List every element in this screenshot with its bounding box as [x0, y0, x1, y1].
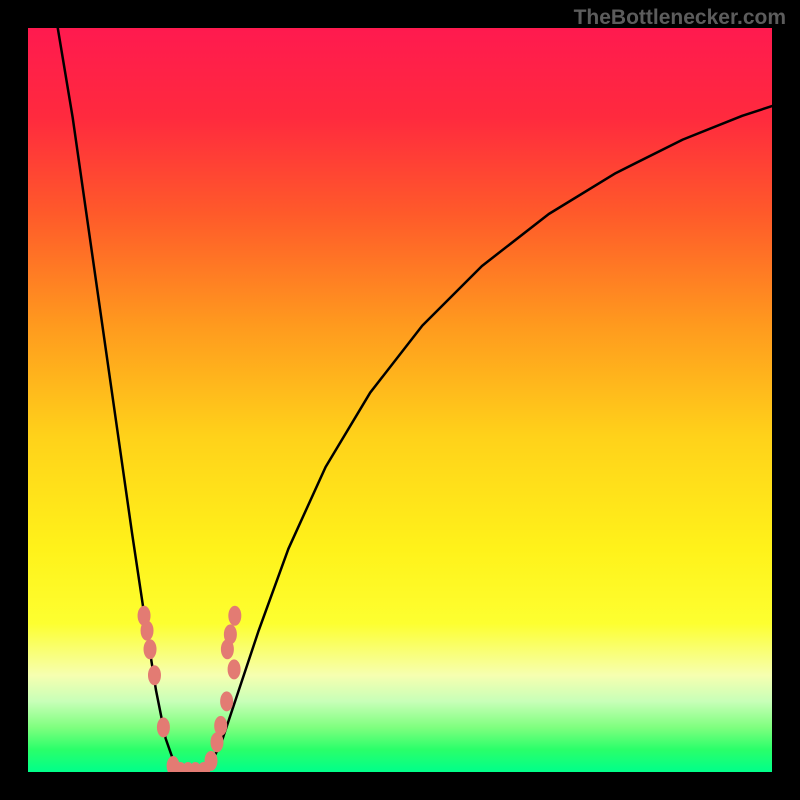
- marker-dot: [141, 621, 153, 640]
- marker-dot: [228, 660, 240, 679]
- gradient-background: [28, 28, 772, 772]
- marker-dot: [144, 640, 156, 659]
- marker-dot: [205, 751, 217, 770]
- marker-dot: [148, 666, 160, 685]
- plot-svg: [28, 28, 772, 772]
- marker-dot: [229, 606, 241, 625]
- marker-dot: [224, 625, 236, 644]
- chart-frame: TheBottlenecker.com: [0, 0, 800, 800]
- marker-dot: [221, 692, 233, 711]
- marker-dot: [215, 716, 227, 735]
- plot-area: [28, 28, 772, 772]
- watermark-text: TheBottlenecker.com: [574, 6, 786, 30]
- marker-dot: [157, 718, 169, 737]
